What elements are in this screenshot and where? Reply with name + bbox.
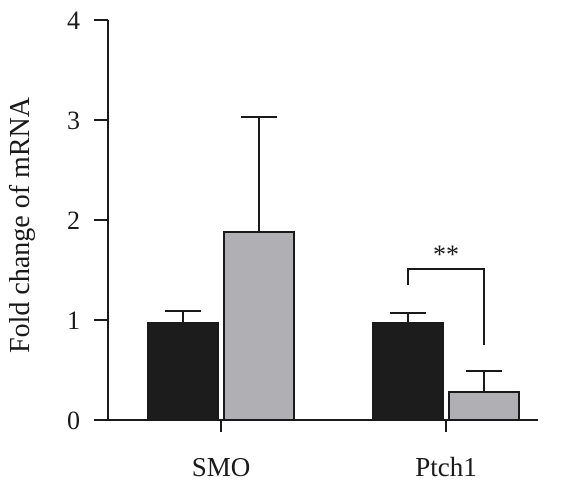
y-tick-label: 3 (67, 106, 80, 135)
x-tick-label: SMO (192, 452, 251, 482)
bars (147, 116, 520, 421)
x-tick-label: Ptch1 (415, 452, 477, 482)
y-axis-label: Fold change of mRNA (5, 96, 36, 353)
bar (147, 322, 219, 421)
y-axis: 0 1 2 3 4 (67, 6, 109, 435)
y-tick-label: 1 (67, 306, 80, 335)
y-tick-label: 4 (67, 6, 80, 35)
bar (372, 322, 444, 421)
significance-label: ** (433, 240, 459, 269)
y-tick-label: 0 (67, 406, 80, 435)
significance-bracket (407, 268, 485, 345)
significance-annotations: ** (407, 240, 485, 345)
bar (223, 231, 295, 421)
y-tick-label: 2 (67, 206, 80, 235)
x-axis: SMO Ptch1 (108, 419, 538, 482)
bar (448, 391, 520, 421)
